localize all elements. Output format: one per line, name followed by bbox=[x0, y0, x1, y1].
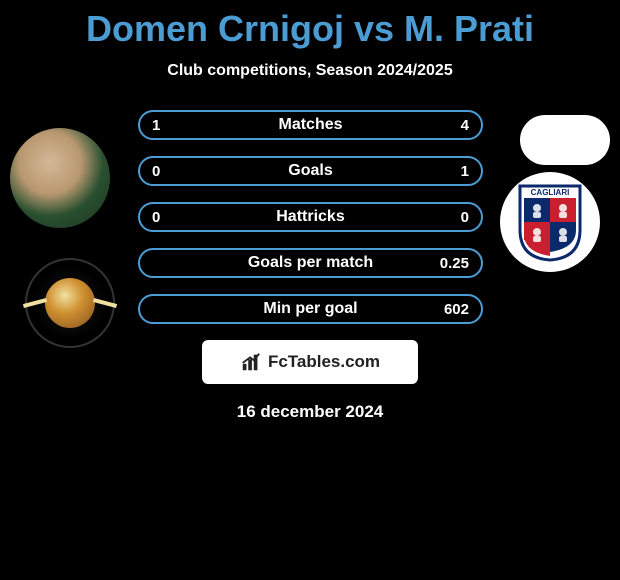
stat-right-value: 1 bbox=[461, 163, 469, 180]
stat-label: Goals bbox=[288, 162, 332, 180]
player2-avatar bbox=[520, 115, 610, 165]
player1-club-badge bbox=[25, 258, 115, 348]
stat-row-goals-per-match: Goals per match 0.25 bbox=[138, 248, 483, 278]
bar-chart-icon bbox=[240, 351, 262, 373]
brand-text: FcTables.com bbox=[268, 352, 380, 372]
stat-right-value: 4 bbox=[461, 117, 469, 134]
stat-right-value: 0 bbox=[461, 209, 469, 226]
subtitle: Club competitions, Season 2024/2025 bbox=[0, 62, 620, 80]
stat-label: Hattricks bbox=[276, 208, 344, 226]
stat-label: Min per goal bbox=[263, 300, 357, 318]
player1-avatar bbox=[10, 128, 110, 228]
stat-label: Matches bbox=[278, 116, 342, 134]
stat-left-value: 0 bbox=[152, 163, 160, 180]
shield-label: CAGLIARI bbox=[531, 188, 570, 197]
stat-row-goals: 0 Goals 1 bbox=[138, 156, 483, 186]
stat-row-min-per-goal: Min per goal 602 bbox=[138, 294, 483, 324]
brand-box[interactable]: FcTables.com bbox=[202, 340, 418, 384]
date-label: 16 december 2024 bbox=[0, 402, 620, 422]
stat-right-value: 0.25 bbox=[440, 255, 469, 272]
stat-right-value: 602 bbox=[444, 301, 469, 318]
stat-row-hattricks: 0 Hattricks 0 bbox=[138, 202, 483, 232]
player2-club-badge: CAGLIARI bbox=[500, 172, 600, 272]
page-title: Domen Crnigoj vs M. Prati bbox=[0, 8, 620, 50]
stat-left-value: 1 bbox=[152, 117, 160, 134]
stat-label: Goals per match bbox=[248, 254, 373, 272]
stats-area: 1 Matches 4 0 Goals 1 0 Hattricks 0 Goal… bbox=[138, 110, 483, 324]
venezia-lion-icon bbox=[45, 278, 95, 328]
stat-left-value: 0 bbox=[152, 209, 160, 226]
stat-row-matches: 1 Matches 4 bbox=[138, 110, 483, 140]
cagliari-shield-icon: CAGLIARI bbox=[516, 182, 584, 262]
